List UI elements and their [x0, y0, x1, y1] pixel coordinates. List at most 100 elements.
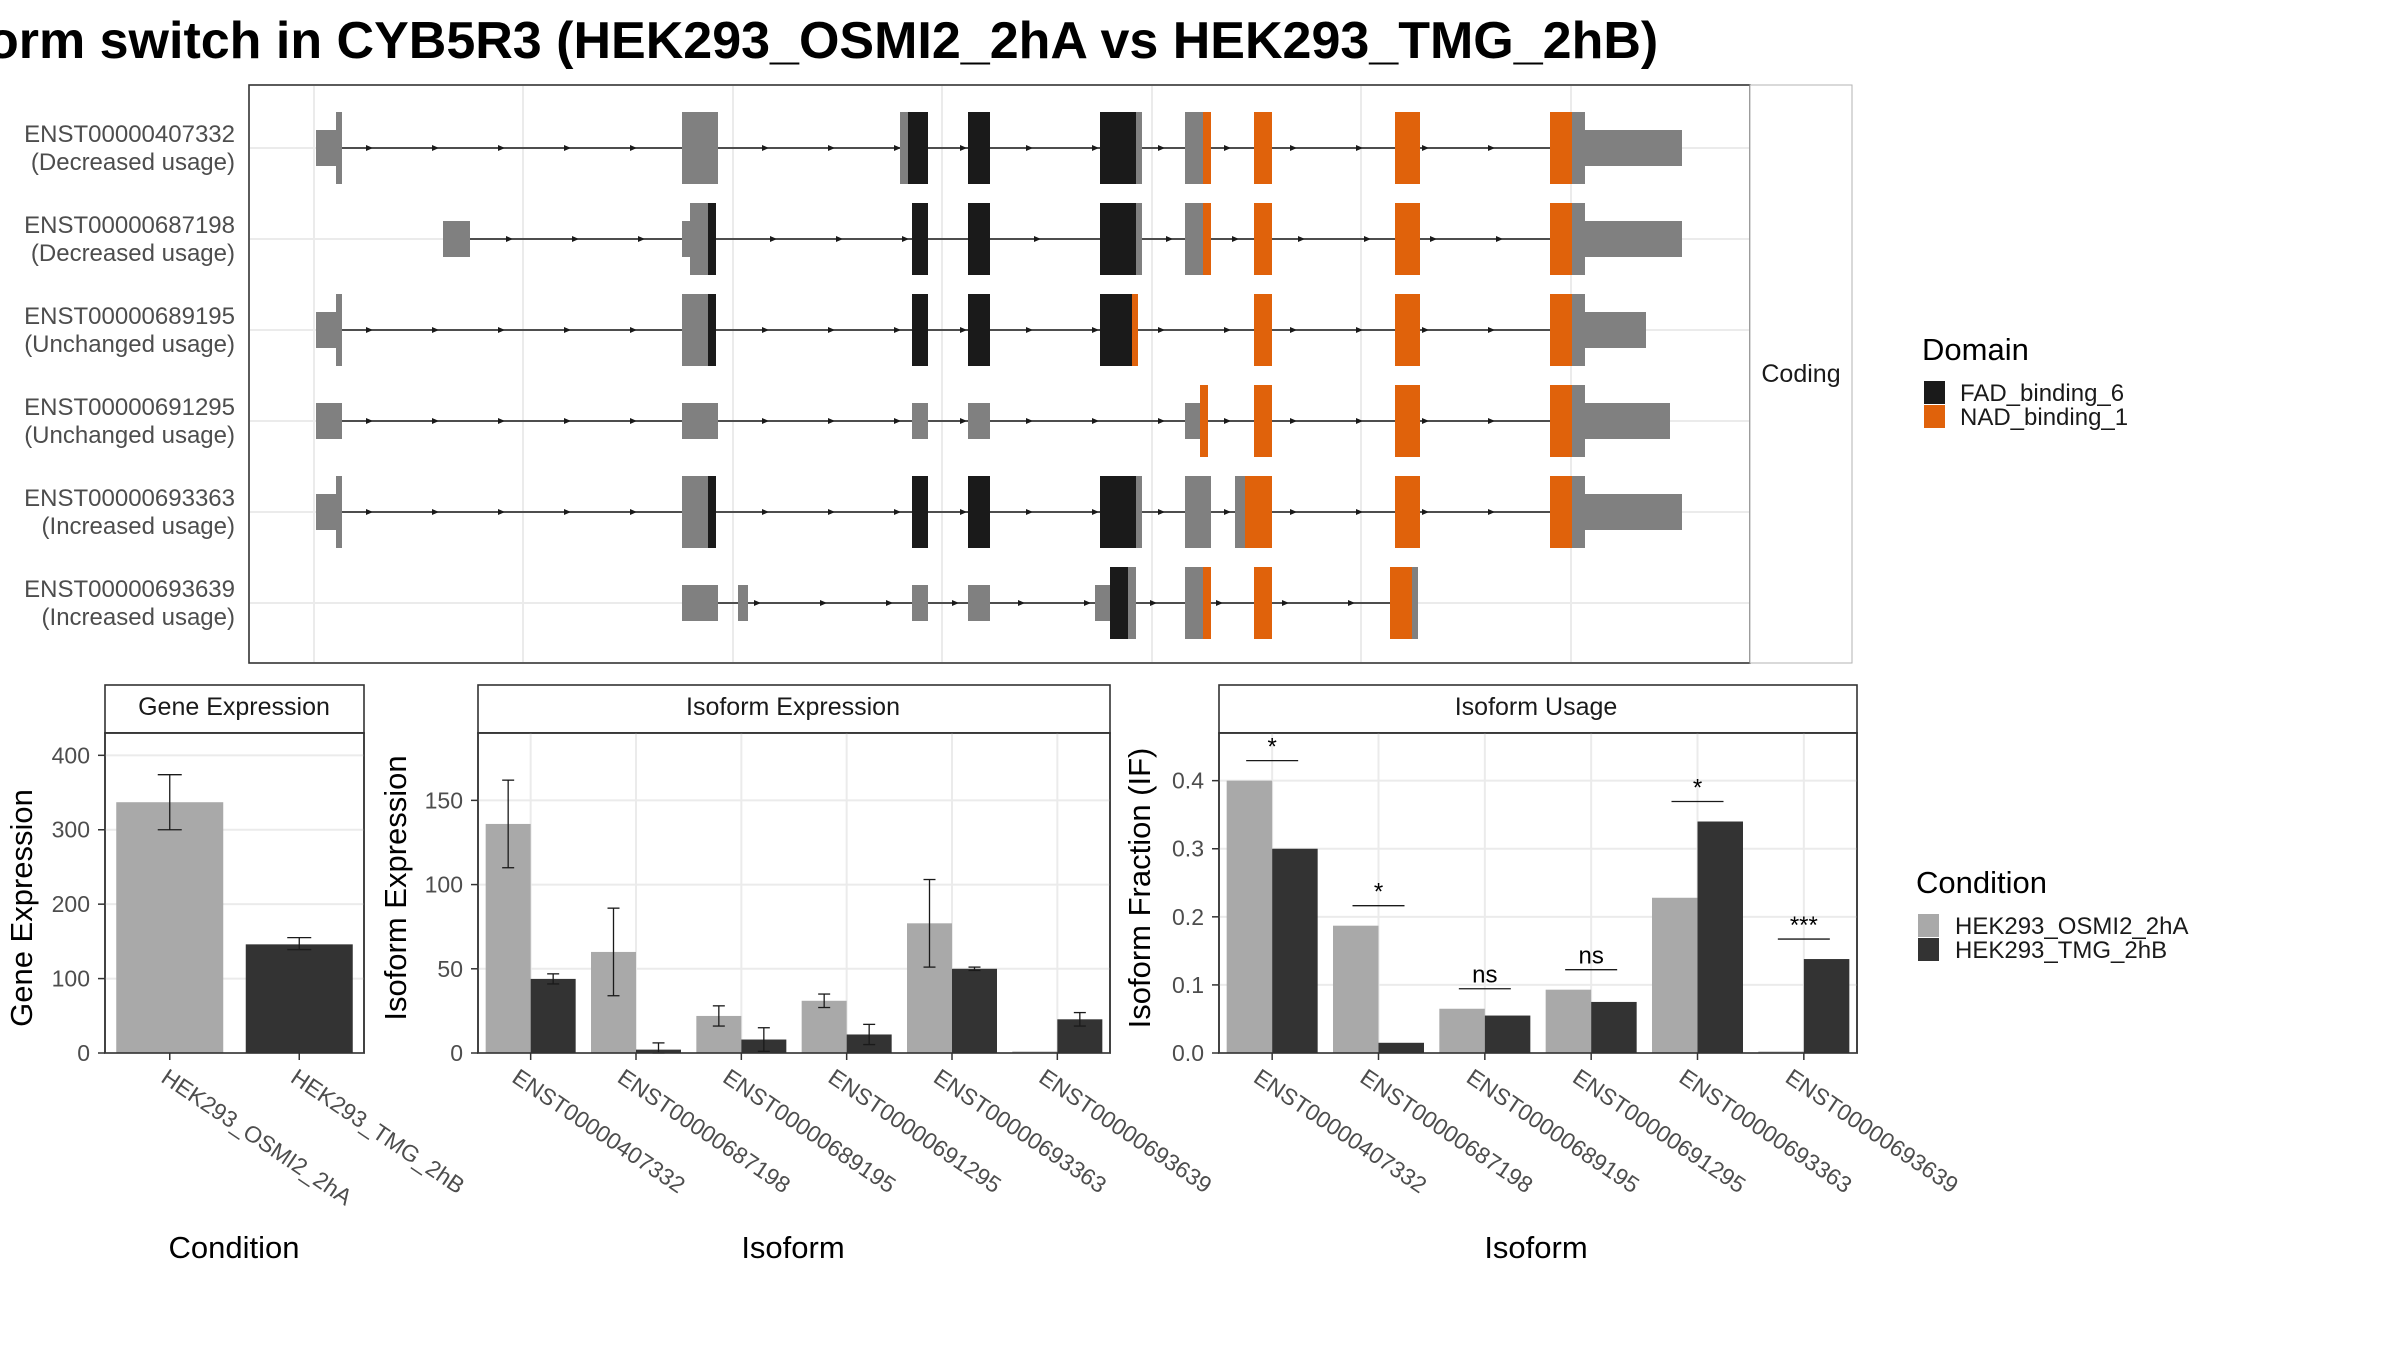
strand-arrow [498, 509, 505, 515]
strand-arrow [498, 418, 505, 424]
significance-label: * [1693, 775, 1702, 802]
strand-arrow [1092, 327, 1099, 333]
transcript-usage: (Increased usage) [42, 513, 235, 540]
strand-arrow [1150, 600, 1157, 606]
strand-arrow [1356, 418, 1363, 424]
nad-domain-exon [1203, 112, 1211, 184]
structure-transcripts [316, 112, 1682, 639]
coding-exon [1185, 476, 1211, 548]
coding-exon [336, 294, 342, 366]
fad-domain-exon [912, 203, 928, 275]
strand-arrow [1290, 327, 1297, 333]
utr-exon [912, 585, 928, 621]
fad-domain-exon [968, 112, 990, 184]
nad-domain-exon [1550, 294, 1572, 366]
utr-exon [316, 403, 342, 439]
fad-domain-exon [1100, 112, 1136, 184]
transcript-usage: (Unchanged usage) [24, 422, 235, 449]
coding-exon [1235, 476, 1245, 548]
strand-arrow [630, 145, 637, 151]
utr-exon [682, 221, 690, 257]
strand-arrow [432, 327, 439, 333]
plot-area [104, 732, 365, 1054]
coding-exon [1185, 567, 1203, 639]
x-tick-label: ENST00000691295 [824, 1064, 1006, 1199]
strand-arrow [1092, 418, 1099, 424]
nad-domain-exon [1245, 476, 1272, 548]
bar-condition-2 [952, 968, 997, 1053]
strand-arrow [1488, 418, 1495, 424]
strand-arrow [952, 600, 959, 606]
transcript-usage: (Decreased usage) [31, 149, 235, 176]
significance-label: *** [1790, 912, 1818, 939]
x-tick-label: ENST00000691295 [1568, 1064, 1750, 1199]
strand-arrow [1356, 145, 1363, 151]
structure-facet-label: Coding [1761, 360, 1840, 388]
fad-domain-exon [1100, 294, 1132, 366]
strand-arrow [894, 145, 901, 151]
strand-arrow [1158, 145, 1165, 151]
y-tick-label: 0.0 [1172, 1040, 1204, 1066]
strand-arrow [1092, 145, 1099, 151]
x-tick-label: ENST00000407332 [508, 1064, 690, 1199]
transcript-id: ENST00000691295 [24, 394, 235, 421]
nad-domain-exon [1395, 476, 1420, 548]
fad-domain-exon [708, 476, 716, 548]
strand-arrow [902, 236, 909, 242]
strand-arrow [960, 509, 967, 515]
transcript-track [316, 112, 1682, 184]
utr-exon [1585, 130, 1682, 166]
structure-panel-border [248, 84, 1751, 664]
bar-condition-2 [530, 978, 576, 1053]
utr-exon [1585, 312, 1646, 348]
fad-domain-exon [708, 294, 716, 366]
transcript-track [443, 203, 1682, 275]
strand-arrow [1488, 145, 1495, 151]
strand-arrow [1232, 236, 1239, 242]
coding-exon [1136, 112, 1142, 184]
strand-arrow [960, 145, 967, 151]
panel-strip [1218, 684, 1858, 734]
strand-arrow [366, 327, 373, 333]
transcript-id: ENST00000687198 [24, 212, 235, 239]
isoform-usage-y-title: Isoform Fraction (IF) [1122, 748, 1157, 1029]
bar-condition-2 [245, 944, 353, 1053]
transcript-labels: ENST00000407332(Decreased usage)ENST0000… [24, 121, 235, 631]
nad-domain-exon [1550, 385, 1572, 457]
bar-condition-1 [1439, 1008, 1485, 1053]
utr-exon [1585, 494, 1682, 530]
strand-arrow [1290, 418, 1297, 424]
strand-arrow [630, 418, 637, 424]
utr-exon [1585, 221, 1682, 257]
coding-exon [1185, 203, 1203, 275]
nad-domain-exon [1550, 203, 1572, 275]
fad-domain-swatch [1924, 381, 1945, 404]
bar-condition-1 [1333, 925, 1379, 1053]
strand-arrow [1224, 327, 1231, 333]
strand-arrow [1092, 509, 1099, 515]
fad-domain-exon [968, 476, 990, 548]
bar-condition-1 [1652, 897, 1698, 1053]
utr-exon [912, 403, 928, 439]
strand-arrow [564, 418, 571, 424]
strand-arrow [506, 236, 513, 242]
nad-domain-exon [1254, 567, 1272, 639]
y-tick-label: 0.2 [1172, 904, 1204, 930]
transcript-id: ENST00000693639 [24, 576, 235, 603]
coding-exon [1136, 203, 1142, 275]
bar-condition-2 [1378, 1042, 1424, 1053]
strand-arrow [828, 418, 835, 424]
strand-arrow [1158, 509, 1165, 515]
fad-domain-label: FAD_binding_6 [1960, 380, 2124, 407]
y-tick-label: 0 [77, 1040, 90, 1066]
x-tick-label: ENST00000407332 [1249, 1064, 1431, 1199]
condition-legend: Condition HEK293_OSMI2_2hA HEK293_TMG_2h… [1916, 865, 2188, 964]
strand-arrow [1166, 236, 1173, 242]
coding-exon [682, 476, 708, 548]
y-tick-label: 400 [52, 742, 90, 768]
condition-1-swatch [1918, 914, 1939, 937]
x-tick-label: ENST00000687198 [1356, 1064, 1538, 1199]
utr-exon [968, 585, 990, 621]
y-tick-label: 0.3 [1172, 836, 1204, 862]
